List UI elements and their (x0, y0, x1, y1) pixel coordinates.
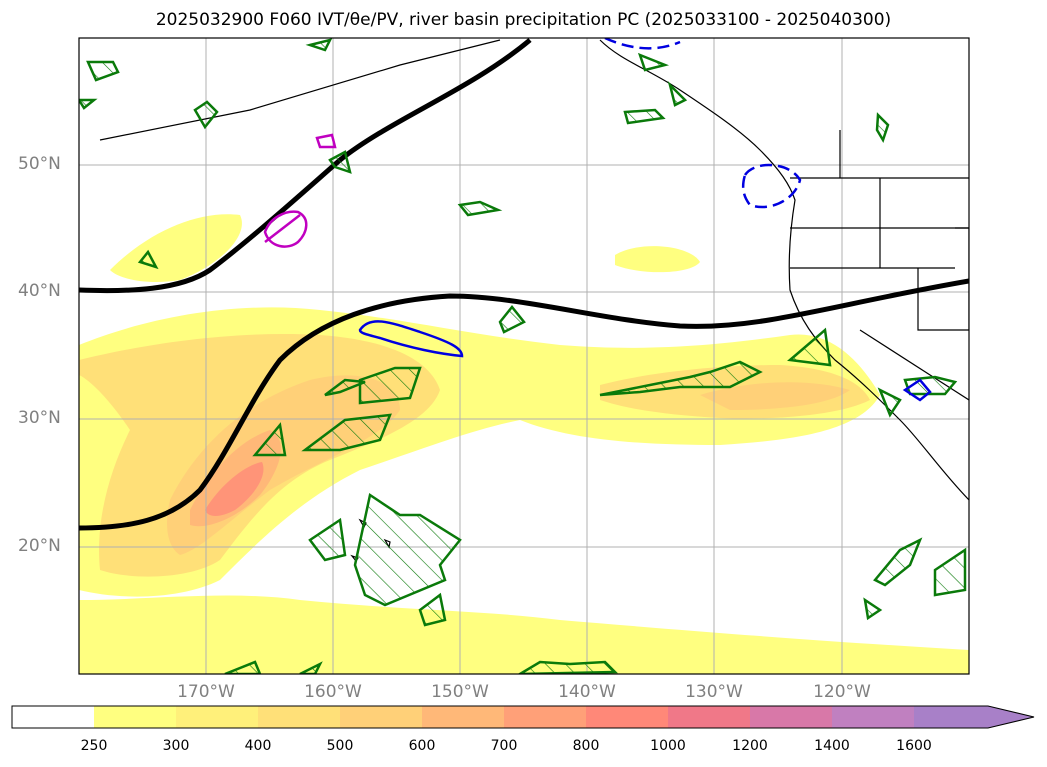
lon-label-140w: 140°W (558, 682, 616, 702)
lon-label-150w: 150°W (431, 682, 489, 702)
lat-label-30n: 30°N (18, 408, 61, 428)
pv-contours (79, 38, 969, 531)
colorbar-tick-label: 500 (326, 738, 354, 754)
colorbar-tick-label: 700 (490, 738, 518, 754)
magenta-contours (263, 133, 337, 248)
colorbar (11, 705, 1035, 729)
lat-label-50n: 50°N (18, 154, 61, 174)
colorbar-tick-label: 800 (572, 738, 600, 754)
map-grid (79, 38, 969, 674)
lon-label-130w: 130°W (685, 682, 743, 702)
colorbar-tick-label: 400 (244, 738, 272, 754)
lat-label-40n: 40°N (18, 281, 61, 301)
figure-title: 2025032900 F060 IVT/θe/PV, river basin p… (155, 10, 892, 30)
precip-contours (79, 38, 967, 674)
ivt-shading (79, 214, 969, 674)
colorbar-tick-label: 250 (80, 738, 108, 754)
blue-contours (358, 38, 932, 402)
lon-label-170w: 170°W (177, 682, 235, 702)
lon-label-120w: 120°W (813, 682, 871, 702)
colorbar-tick-label: 300 (162, 738, 190, 754)
map-area (79, 38, 969, 674)
lon-label-160w: 160°W (304, 682, 362, 702)
colorbar-tick-label: 1600 (896, 738, 932, 754)
colorbar-tick-label: 1400 (814, 738, 850, 754)
map-frame (78, 37, 970, 675)
colorbar-tick-label: 1200 (732, 738, 768, 754)
colorbar-tick-label: 1000 (650, 738, 686, 754)
colorbar-tick-label: 600 (408, 738, 436, 754)
lat-label-20n: 20°N (18, 536, 61, 556)
coastlines (99, 39, 969, 563)
